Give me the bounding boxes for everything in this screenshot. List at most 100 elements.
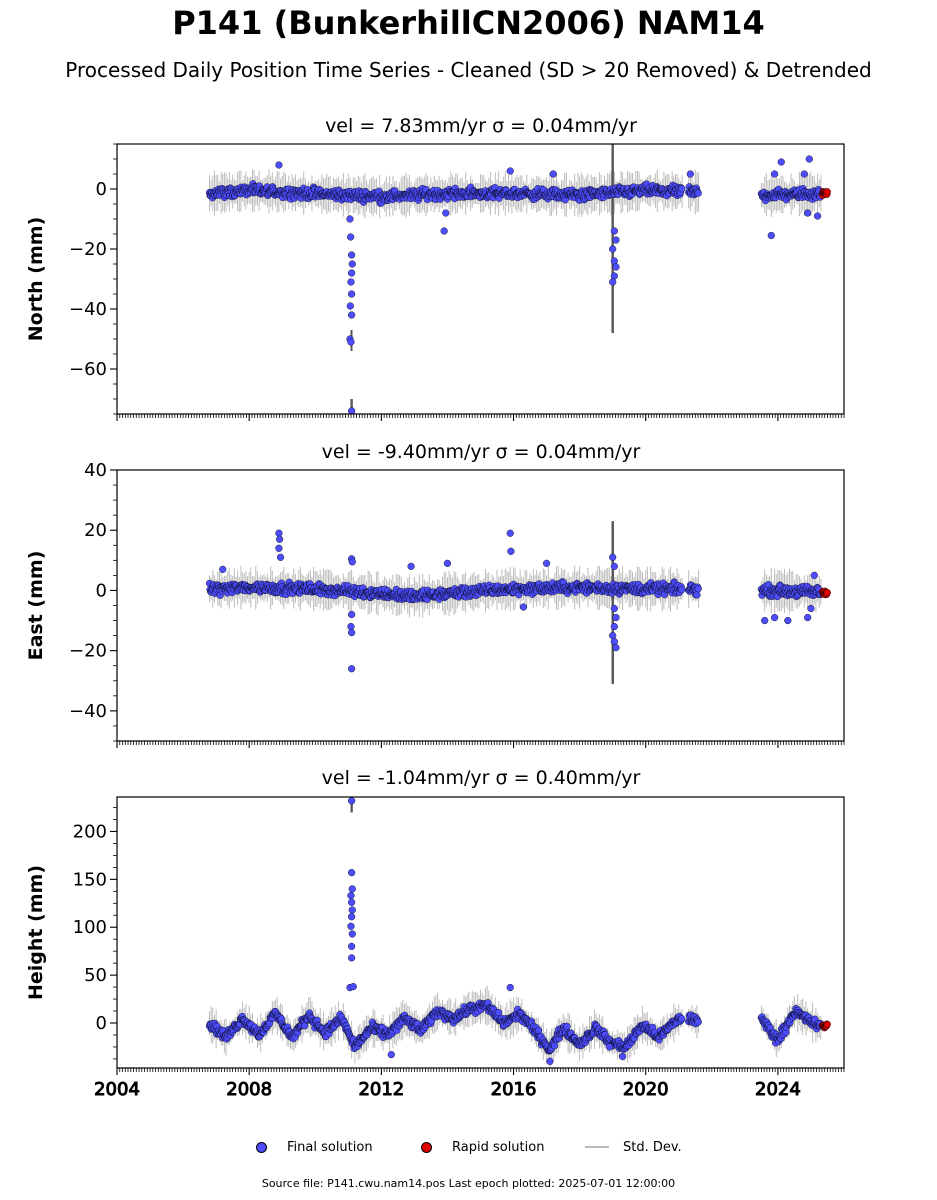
- data-point: [784, 616, 792, 625]
- rapid-solution-points-1: [818, 587, 831, 599]
- data-point: [761, 616, 769, 625]
- data-point: [823, 588, 831, 597]
- data-point: [348, 898, 356, 906]
- panel-title: vel = -1.04mm/yr σ = 0.40mm/yr: [322, 767, 641, 789]
- legend-final: Final solution: [256, 1136, 373, 1158]
- x-tick-label: 2020: [623, 1079, 669, 1100]
- y-tick-label: −40: [69, 701, 107, 722]
- x-tick-label: 2004: [94, 1079, 140, 1100]
- rapid-solution-points-2: [818, 1020, 831, 1032]
- data-point: [506, 983, 514, 992]
- panel-0: 0 −20 −40 −60 North (mm) vel = 7.83mm/yr σ = …: [25, 115, 845, 421]
- x-tick-label: 2024: [755, 1079, 801, 1100]
- data-point: [348, 954, 356, 962]
- axes-frame: [116, 469, 845, 742]
- data-point: [610, 622, 618, 631]
- data-point: [347, 922, 355, 930]
- y-tick-label: 20: [84, 520, 107, 541]
- y-tick-label: 0: [96, 580, 107, 601]
- data-point: [610, 272, 618, 280]
- y-tick-label: 50: [84, 965, 107, 986]
- legend-final-marker: [256, 1141, 267, 1153]
- panel-title: vel = -9.40mm/yr σ = 0.04mm/yr: [322, 441, 641, 463]
- data-point: [609, 632, 617, 640]
- data-point: [276, 553, 285, 561]
- data-point: [275, 529, 283, 537]
- y-axis-1: 40 20 0 −20 −40: [69, 460, 117, 742]
- data-point: [605, 1043, 613, 1051]
- data-point: [506, 529, 514, 537]
- data-point: [348, 251, 356, 259]
- rapid-solution-points-0: [818, 188, 831, 199]
- source-footer: Source file: P141.cwu.nam14.pos Last epo…: [261, 1177, 676, 1190]
- data-point: [348, 558, 356, 566]
- data-point: [807, 604, 815, 613]
- data-point: [777, 158, 785, 166]
- y-axis-label: Height (mm): [25, 865, 47, 1000]
- x-axis-0: [116, 414, 845, 421]
- data-point: [805, 155, 813, 163]
- x-tick-label: 2016: [491, 1079, 537, 1100]
- data-point: [610, 562, 618, 570]
- y-tick-label: 150: [73, 869, 107, 890]
- data-point: [804, 209, 812, 217]
- data-point: [694, 585, 702, 593]
- data-point: [348, 610, 356, 619]
- data-point: [506, 167, 514, 175]
- data-point: [348, 797, 356, 805]
- data-point: [346, 215, 354, 223]
- y-tick-label: −40: [69, 299, 107, 320]
- x-tick-label: 2008: [226, 1079, 272, 1100]
- data-point: [348, 665, 356, 673]
- data-point: [549, 170, 557, 178]
- data-point: [771, 613, 779, 622]
- data-point: [348, 906, 356, 914]
- panel-title: vel = 7.83mm/yr σ = 0.04mm/yr: [325, 115, 637, 137]
- data-point: [348, 260, 356, 268]
- legend-rapid-marker: [421, 1141, 432, 1153]
- data-point: [609, 245, 617, 253]
- data-point: [348, 930, 356, 938]
- data-point: [810, 571, 818, 579]
- data-point: [348, 311, 356, 319]
- data-point: [693, 591, 701, 599]
- plot-area-2: [205, 797, 831, 1068]
- data-point: [610, 227, 618, 235]
- data-point: [348, 869, 356, 877]
- panel-2: 2004 2008 2012 2016 2020 2024 200 150 100 50 0 Heig…: [25, 767, 845, 1101]
- chart-subtitle: Processed Daily Position Time Series - C…: [65, 58, 872, 82]
- plot-area-0: [205, 144, 831, 414]
- data-point: [346, 302, 354, 310]
- data-point: [348, 407, 356, 414]
- data-point: [610, 257, 618, 265]
- data-point: [542, 559, 551, 567]
- data-point: [275, 535, 284, 543]
- final-solution-points-2: [205, 797, 824, 1065]
- data-point: [347, 278, 355, 286]
- x-tick-label: 2012: [358, 1079, 404, 1100]
- final-solution-points-0: [205, 155, 824, 414]
- data-point: [348, 913, 356, 921]
- legend-rapid-label: Rapid solution: [452, 1139, 545, 1155]
- y-tick-label: 0: [96, 179, 107, 200]
- panel-1: 40 20 0 −20 −40 East (mm) vel = -9.40mm/yr σ =…: [25, 441, 845, 748]
- x-axis-1: [116, 741, 845, 748]
- legend-std-line: [585, 1146, 609, 1148]
- data-point: [678, 1015, 686, 1023]
- data-point: [813, 212, 822, 220]
- data-point: [507, 547, 515, 555]
- legend-final-label: Final solution: [287, 1139, 373, 1155]
- data-point: [495, 1008, 503, 1017]
- data-point: [442, 209, 450, 217]
- data-point: [609, 278, 617, 286]
- y-tick-label: 100: [73, 917, 107, 938]
- y-axis-label: North (mm): [25, 217, 47, 342]
- plot-area-1: [205, 521, 831, 684]
- data-point: [678, 586, 686, 594]
- data-point: [686, 170, 694, 178]
- data-point: [612, 613, 620, 622]
- data-point: [519, 603, 528, 611]
- data-point: [347, 892, 355, 900]
- data-point: [612, 236, 620, 244]
